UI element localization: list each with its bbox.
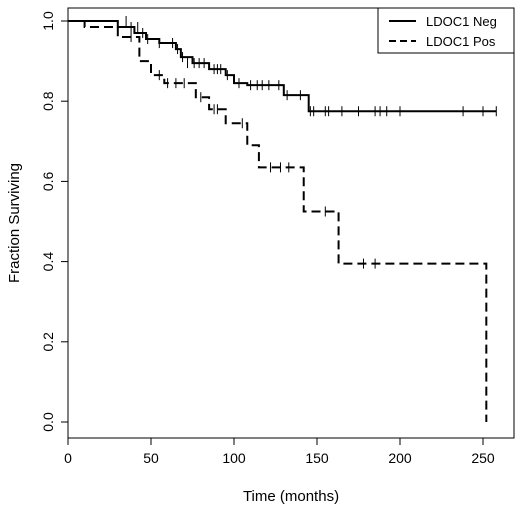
series-ldoc1-pos xyxy=(68,20,488,422)
y-tick-label: 0.4 xyxy=(40,252,56,272)
x-tick-label: 150 xyxy=(305,450,329,466)
y-tick-label: 0.0 xyxy=(40,412,56,432)
series-layer xyxy=(68,16,497,422)
y-axis: 0.0 0.2 0.4 0.6 0.8 1.0 xyxy=(40,11,69,432)
x-axis-title: Time (months) xyxy=(243,488,339,505)
y-axis-title: Fraction Surviving xyxy=(6,163,23,283)
x-axis: 0 50 100 150 200 250 xyxy=(64,437,495,466)
x-tick-label: 0 xyxy=(64,450,72,466)
legend: LDOC1 Neg LDOC1 Pos xyxy=(377,7,515,54)
plot-frame-layer xyxy=(67,7,515,439)
legend-box xyxy=(377,7,515,54)
legend-label-ldoc1-pos: LDOC1 Pos xyxy=(426,34,496,49)
x-tick-label: 50 xyxy=(143,450,159,466)
y-tick-label: 0.6 xyxy=(40,171,56,191)
y-tick-label: 0.2 xyxy=(40,332,56,352)
x-tick-label: 200 xyxy=(388,450,412,466)
x-tick-label: 250 xyxy=(471,450,495,466)
y-tick-label: 1.0 xyxy=(40,11,56,31)
series-line-ldoc1-neg xyxy=(68,20,497,113)
y-tick-label: 0.8 xyxy=(40,91,56,111)
series-line-ldoc1-pos xyxy=(68,20,488,422)
x-tick-label: 100 xyxy=(222,450,246,466)
legend-label-ldoc1-neg: LDOC1 Neg xyxy=(426,14,497,29)
plot-frame xyxy=(67,7,515,439)
series-ldoc1-neg xyxy=(68,16,497,117)
